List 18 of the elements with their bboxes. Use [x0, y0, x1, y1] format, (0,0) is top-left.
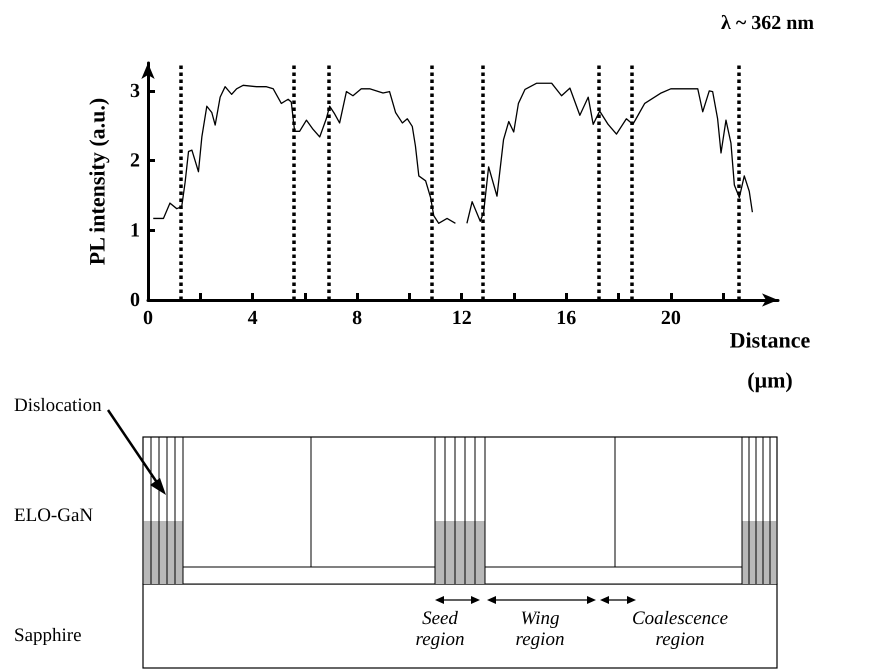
text: Coalescence region	[630, 608, 729, 650]
x-tick-label: 16	[556, 307, 576, 329]
y-axis-title: PL intensity (a.u.)	[84, 98, 110, 266]
text: Seed region	[414, 608, 466, 650]
x-tick-label: 4	[248, 307, 258, 329]
x-tick-label: 12	[452, 307, 472, 329]
x-axis-title: Distance (μm)	[730, 328, 811, 392]
x-tick-label: 20	[660, 307, 681, 329]
y-tick-label: 0	[130, 289, 140, 311]
text: Wing region	[514, 608, 566, 650]
y-tick-label: 3	[130, 80, 140, 102]
y-tick-label: 1	[130, 219, 140, 242]
chart-title: λ ~ 362 nm	[720, 12, 814, 34]
text: ELO-GaN	[14, 505, 94, 526]
x-tick-label: 8	[352, 307, 362, 329]
text: Sapphire	[14, 625, 83, 646]
y-tick-label: 2	[130, 150, 140, 172]
text: Dislocation	[14, 395, 103, 416]
